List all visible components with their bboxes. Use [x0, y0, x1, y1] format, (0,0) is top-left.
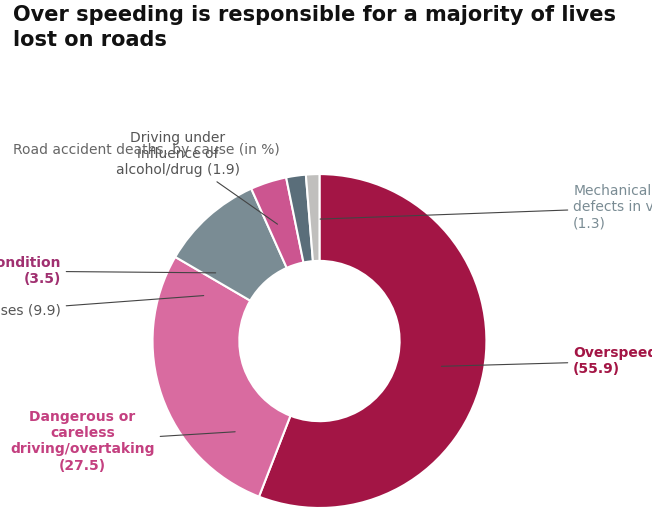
- Text: Over speeding is responsible for a majority of lives
lost on roads: Over speeding is responsible for a major…: [13, 5, 616, 50]
- Text: Road accident deaths, by cause (in %): Road accident deaths, by cause (in %): [13, 143, 280, 157]
- Text: Weather condition
(3.5): Weather condition (3.5): [0, 256, 216, 286]
- Text: Overspeeding
(55.9): Overspeeding (55.9): [441, 346, 652, 376]
- Wedge shape: [306, 174, 319, 261]
- Wedge shape: [153, 257, 290, 497]
- Wedge shape: [286, 175, 313, 263]
- Text: Mechanical
defects in vehicles
(1.3): Mechanical defects in vehicles (1.3): [320, 184, 652, 231]
- Text: Driving under
influence of
alcohol/drug (1.9): Driving under influence of alcohol/drug …: [115, 131, 278, 224]
- Text: Dangerous or
careless
driving/overtaking
(27.5): Dangerous or careless driving/overtaking…: [10, 410, 235, 472]
- Wedge shape: [251, 178, 303, 268]
- Wedge shape: [259, 174, 486, 508]
- Wedge shape: [175, 189, 287, 301]
- Text: Other causes (9.9): Other causes (9.9): [0, 296, 203, 318]
